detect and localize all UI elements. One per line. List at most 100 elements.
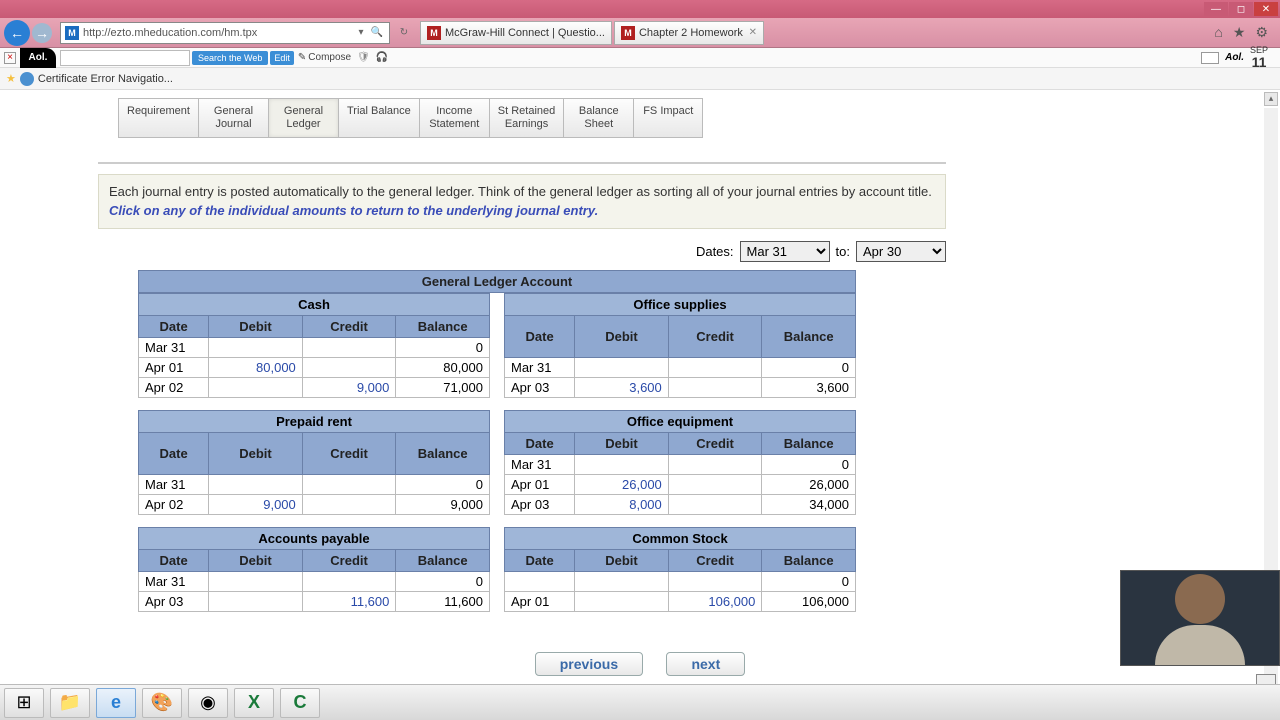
ledger-table: CashDateDebitCreditBalanceMar 310Apr 018…: [138, 293, 490, 398]
cell-credit: [302, 337, 396, 357]
ie-button[interactable]: e: [96, 688, 136, 718]
home-icon[interactable]: ⌂: [1214, 24, 1222, 41]
worksheet-tab-3[interactable]: Trial Balance: [338, 98, 419, 138]
ledger-row: Apr 033,6003,600: [505, 377, 856, 397]
date-range-row: Dates: Mar 31 to: Apr 30: [98, 241, 946, 262]
col-header: Debit: [209, 315, 303, 337]
page-content: ▴ RequirementGeneralJournalGeneralLedger…: [0, 90, 1280, 690]
webcam-head: [1175, 574, 1225, 624]
cell-credit: [668, 474, 762, 494]
tab-close-icon[interactable]: ✕: [749, 27, 757, 38]
cell-credit[interactable]: 11,600: [302, 591, 396, 611]
date-to-select[interactable]: Apr 30: [856, 241, 946, 262]
next-button[interactable]: next: [666, 652, 745, 676]
calendar-widget[interactable]: SEP 11: [1250, 46, 1268, 69]
cell-debit[interactable]: 26,000: [575, 474, 669, 494]
date-from-select[interactable]: Mar 31: [740, 241, 830, 262]
cell-credit: [302, 571, 396, 591]
cell-debit[interactable]: 80,000: [209, 357, 303, 377]
ledger-row: Apr 038,00034,000: [505, 494, 856, 514]
tab-favicon: M: [621, 26, 635, 40]
ledger-row-pair: CashDateDebitCreditBalanceMar 310Apr 018…: [138, 293, 1280, 398]
browser-tab-2[interactable]: M Chapter 2 Homework ✕: [614, 21, 764, 45]
col-header: Date: [505, 549, 575, 571]
cell-balance: 34,000: [762, 494, 856, 514]
tab-title: Chapter 2 Homework: [639, 27, 743, 39]
account-title: Accounts payable: [139, 527, 490, 549]
favorites-star-icon[interactable]: ★: [6, 72, 16, 85]
search-web-button[interactable]: Search the Web: [192, 51, 268, 65]
maximize-button[interactable]: ◻: [1229, 2, 1253, 16]
worksheet-tab-4[interactable]: IncomeStatement: [419, 98, 489, 138]
close-button[interactable]: ✕: [1254, 2, 1278, 16]
aol-search-input[interactable]: [60, 50, 190, 66]
cell-debit: [209, 337, 303, 357]
cell-date: Apr 03: [139, 591, 209, 611]
ledger-row: Apr 029,0009,000: [139, 494, 490, 514]
cell-debit: [209, 591, 303, 611]
worksheet-tab-0[interactable]: Requirement: [118, 98, 198, 138]
cell-date: Apr 03: [505, 377, 575, 397]
tab-favicon: M: [427, 26, 441, 40]
cell-balance: 3,600: [762, 377, 856, 397]
worksheet-tab-6[interactable]: BalanceSheet: [563, 98, 633, 138]
dropdown-icon[interactable]: ▾: [353, 27, 369, 38]
dates-label: Dates:: [696, 244, 734, 259]
cell-date: Apr 01: [139, 357, 209, 377]
edit-button[interactable]: Edit: [270, 51, 294, 65]
start-button[interactable]: ⊞: [4, 688, 44, 718]
ledger-table: Accounts payableDateDebitCreditBalanceMa…: [138, 527, 490, 612]
mail-icon[interactable]: [1201, 52, 1219, 64]
cell-debit: [575, 591, 669, 611]
account-title: Office supplies: [505, 293, 856, 315]
worksheet-tab-7[interactable]: FS Impact: [633, 98, 703, 138]
excel-button[interactable]: X: [234, 688, 274, 718]
cell-debit[interactable]: 8,000: [575, 494, 669, 514]
tools-icon[interactable]: ⚙: [1255, 24, 1268, 41]
previous-button[interactable]: previous: [535, 652, 643, 676]
cell-balance: 80,000: [396, 357, 490, 377]
chrome-button[interactable]: ◉: [188, 688, 228, 718]
account-title: Cash: [139, 293, 490, 315]
scroll-up-button[interactable]: ▴: [1264, 92, 1278, 106]
app-button-1[interactable]: 🎨: [142, 688, 182, 718]
instruction-link[interactable]: Click on any of the individual amounts t…: [109, 203, 598, 218]
back-button[interactable]: ←: [4, 20, 30, 46]
app-button-2[interactable]: C: [280, 688, 320, 718]
toolbar-close-icon[interactable]: ×: [4, 52, 16, 64]
forward-button[interactable]: →: [32, 23, 52, 43]
cell-credit[interactable]: 9,000: [302, 377, 396, 397]
cell-credit[interactable]: 106,000: [668, 591, 762, 611]
site-favicon: M: [65, 26, 79, 40]
url-box[interactable]: M ▾ 🔍: [60, 22, 390, 44]
search-icon[interactable]: 🔍: [369, 27, 385, 38]
col-header: Debit: [575, 549, 669, 571]
browser-tab-1[interactable]: M McGraw-Hill Connect | Questio...: [420, 21, 612, 45]
window-titlebar: — ◻ ✕: [0, 0, 1280, 18]
cell-debit[interactable]: 9,000: [209, 494, 303, 514]
refresh-button[interactable]: ↻: [396, 27, 412, 38]
col-header: Credit: [302, 549, 396, 571]
compose-button[interactable]: ✎Compose: [298, 52, 351, 63]
cell-date: Mar 31: [139, 571, 209, 591]
explorer-button[interactable]: 📁: [50, 688, 90, 718]
favorites-icon[interactable]: ★: [1233, 24, 1246, 41]
cell-balance: 106,000: [762, 591, 856, 611]
cell-credit: [668, 571, 762, 591]
col-header: Balance: [396, 549, 490, 571]
worksheet-tab-5[interactable]: St RetainedEarnings: [489, 98, 563, 138]
worksheet-tab-1[interactable]: GeneralJournal: [198, 98, 268, 138]
cell-debit[interactable]: 3,600: [575, 377, 669, 397]
col-header: Date: [505, 432, 575, 454]
minimize-button[interactable]: —: [1204, 2, 1228, 16]
url-input[interactable]: [83, 27, 353, 39]
headphones-icon[interactable]: 🎧: [376, 52, 388, 63]
worksheet-tab-2[interactable]: GeneralLedger: [268, 98, 338, 138]
ledger-row: Mar 31 0: [139, 571, 490, 591]
shield-icon[interactable]: 🛡: [357, 52, 370, 63]
bookmark-item[interactable]: Certificate Error Navigatio...: [38, 73, 173, 85]
gla-header: General Ledger Account: [138, 270, 856, 293]
calendar-day: 11: [1250, 55, 1268, 69]
cell-balance: 0: [396, 571, 490, 591]
webcam-body: [1155, 625, 1245, 665]
